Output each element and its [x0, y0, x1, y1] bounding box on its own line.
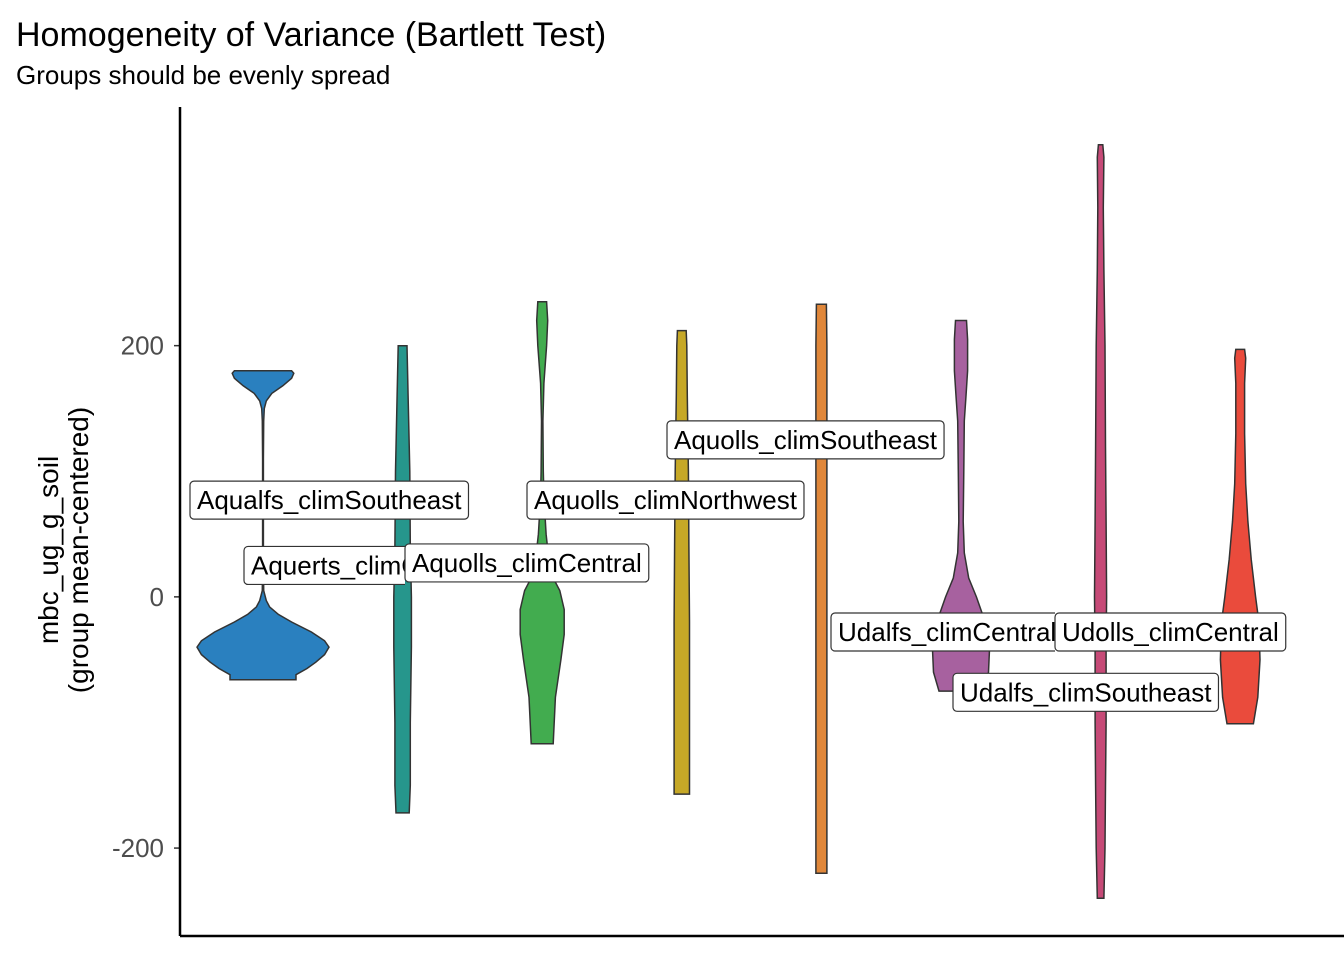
annotation-label: Aquerts_climCentral [243, 545, 485, 586]
annotation-box [952, 672, 1220, 712]
annotation-box [404, 543, 650, 583]
violin-Aquolls_climSoutheast [815, 303, 828, 874]
annotation-label: Aquolls_climSoutheast [666, 420, 945, 460]
annotation-label: Udalfs_climSoutheast [952, 672, 1220, 712]
violin-Udalfs_climSoutheast [1093, 143, 1108, 900]
annotation-label: Aquolls_climNorthwest [526, 480, 805, 520]
annotation-label: Aquolls_climCentral [404, 543, 650, 583]
annotation-text: Aqualfs_climSoutheast [197, 485, 462, 515]
violin-Udolls_climCentral [1219, 348, 1261, 725]
y-tick-label: 200 [121, 331, 164, 361]
annotation-box [666, 420, 945, 460]
annotation-label: Aqualfs_climSoutheast [189, 480, 470, 520]
y-tick-label: 0 [150, 582, 164, 612]
violin-group [196, 143, 1261, 900]
annotation-label: Udalfs_climCentral [830, 612, 1056, 652]
violin-Aquolls_climCentral [519, 300, 565, 745]
y-axis-title-line2: (group mean-centered) [63, 407, 94, 693]
annotation-box [526, 480, 805, 520]
annotation-label: Udolls_climCentral [1054, 612, 1287, 652]
annotation-box [243, 545, 405, 586]
annotation-text: Aquerts_climCentral [251, 550, 485, 580]
annotation-text: Aquolls_climCentral [412, 548, 642, 578]
y-axis-ticks: 200 0 -200 [112, 331, 180, 863]
violin-Aqualfs_climSoutheast [196, 370, 330, 681]
annotation-box [830, 612, 1055, 652]
axes [178, 107, 1344, 938]
violin-Aquolls_climNorthwest [673, 329, 691, 795]
annotation-box [1054, 612, 1287, 652]
y-tick-label: -200 [112, 833, 164, 863]
y-axis-title: mbc_ug_g_soil (group mean-centered) [33, 407, 94, 693]
annotation-labels: Aqualfs_climSoutheast Aquerts_climCentral… [189, 420, 1287, 712]
annotation-text: Udolls_climCentral [1062, 617, 1279, 647]
annotation-text: Aquolls_climNorthwest [534, 485, 798, 515]
chart-subtitle: Groups should be evenly spread [16, 60, 390, 90]
annotation-text: Udalfs_climCentral [838, 617, 1056, 647]
annotation-text: Udalfs_climSoutheast [960, 677, 1212, 707]
y-axis-title-line1: mbc_ug_g_soil [33, 456, 64, 644]
chart-title: Homogeneity of Variance (Bartlett Test) [16, 16, 606, 54]
annotation-box [189, 480, 470, 520]
annotation-text: Aquolls_climSoutheast [674, 425, 938, 455]
violin-Udalfs_climCentral [931, 319, 991, 692]
